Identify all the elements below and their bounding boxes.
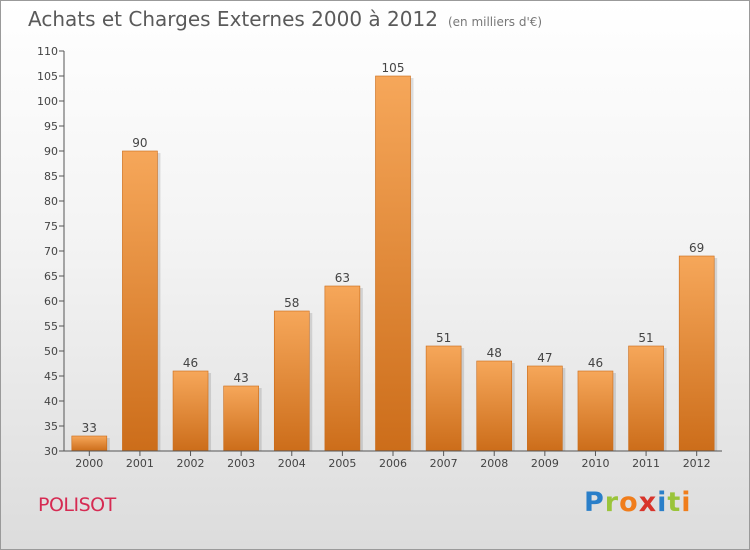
logo-letter: r [604,487,620,518]
bar [577,370,614,452]
logo-letter: x [638,487,658,518]
y-tick-label: 100 [37,95,58,108]
data-label: 46 [588,356,603,370]
x-axis: 2000 2001 2002 2003 2004 2005 2006 2007 2008 2009… [64,450,722,470]
bar [223,385,259,452]
y-tick-label: 45 [44,370,58,383]
x-tick-label: 2005 [328,457,356,470]
y-axis: 30 35 40 45 50 55 60 65 70 75 80 85 90 95 100 105 110 [37,45,65,458]
x-tick-label: 2009 [531,457,559,470]
x-tick-label: 2011 [632,457,660,470]
x-tick-label: 2007 [430,457,458,470]
x-tick-label: 2004 [278,457,306,470]
bar [172,370,209,452]
bar [273,310,310,452]
y-tick-label: 90 [44,145,58,158]
x-tick-label: 2012 [683,457,711,470]
logo-letter: i [657,487,668,518]
bar [628,345,664,452]
bar [476,360,513,452]
y-tick-label: 40 [44,395,58,408]
x-tick-label: 2000 [75,457,103,470]
y-tick-label: 95 [44,120,58,133]
y-tick-label: 55 [44,320,58,333]
x-tick-label: 2003 [227,457,255,470]
data-label: 43 [234,371,249,385]
bar [122,150,158,452]
logo-letter: t [667,487,682,518]
chart-title: Achats et Charges Externes 2000 à 2012 (e… [28,7,542,31]
data-label: 51 [638,331,653,345]
y-tick-label: 65 [44,270,58,283]
logo-letter: o [619,487,639,518]
proxiti-logo: Proxiti [584,487,692,518]
y-tick-label: 60 [44,295,58,308]
y-tick-label: 80 [44,195,58,208]
commune-name: POLISOT [38,494,116,516]
data-label: 46 [183,356,198,370]
data-label: 33 [82,421,97,435]
y-tick-label: 70 [44,245,58,258]
data-label: 90 [132,136,147,150]
data-label: 105 [382,61,405,75]
x-tick-label: 2010 [581,457,609,470]
bars: 33 90 46 43 58 63 105 51 48 47 46 51 69 [71,61,718,452]
data-label: 47 [537,351,552,365]
x-tick-label: 2001 [126,457,154,470]
bar [324,285,361,452]
y-tick-label: 85 [44,170,58,183]
y-tick-label: 110 [37,45,58,58]
bar [527,365,563,452]
data-label: 69 [689,241,704,255]
bar [375,75,411,452]
logo-letter: i [681,487,692,518]
y-tick-label: 75 [44,220,58,233]
x-tick-label: 2006 [379,457,407,470]
chart-subtitle: (en milliers d'€) [447,15,543,29]
y-tick-label: 35 [44,420,58,433]
title-text: Achats et Charges Externes 2000 à 2012 [28,7,438,31]
bar [71,435,108,452]
logo-letter: P [584,487,605,518]
data-label: 63 [335,271,350,285]
bar [425,345,462,452]
x-tick-label: 2002 [177,457,205,470]
x-tick-label: 2008 [480,457,508,470]
bar [678,255,715,452]
y-tick-label: 30 [44,445,58,458]
data-label: 51 [436,331,451,345]
y-tick-label: 105 [37,70,58,83]
y-tick-label: 50 [44,345,58,358]
data-label: 58 [284,296,299,310]
data-label: 48 [487,346,502,360]
